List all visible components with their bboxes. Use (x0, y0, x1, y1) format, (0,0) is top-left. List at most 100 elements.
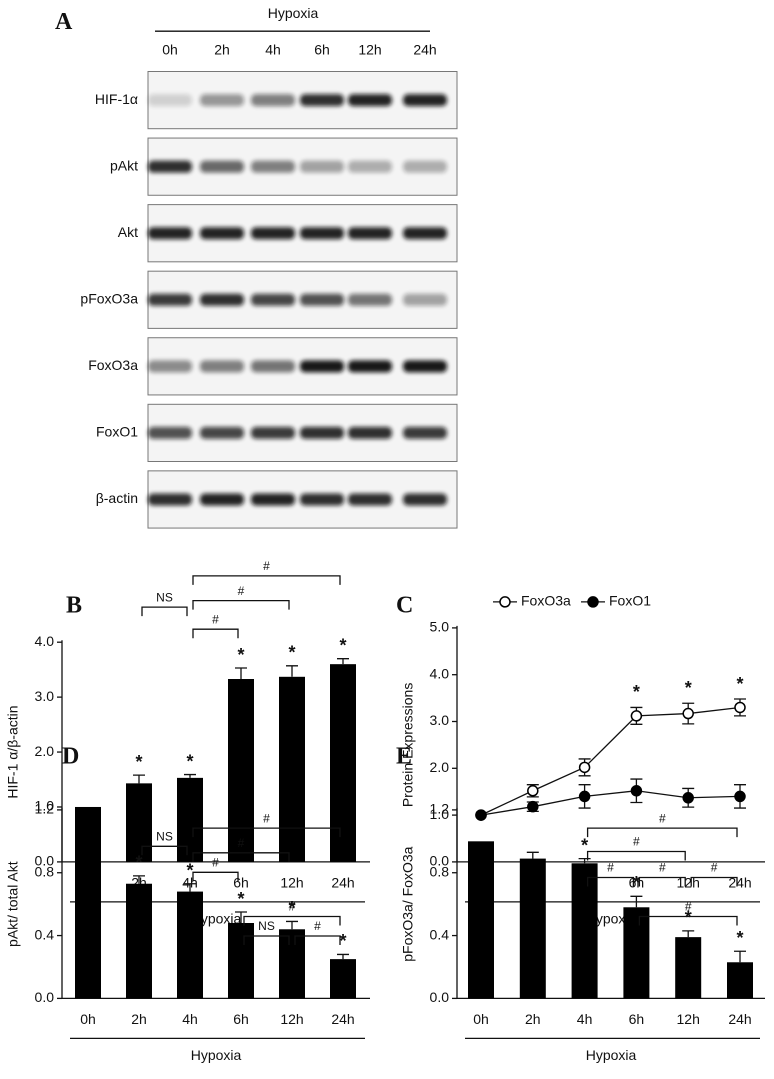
bracket-label: # (212, 612, 219, 626)
x-tick-label: 24h (331, 1011, 354, 1027)
point (630, 785, 643, 797)
bar (571, 863, 598, 999)
x-tick-label: 4h (182, 1011, 198, 1027)
legend-label: FoxO1 (609, 593, 651, 609)
error-bar (184, 773, 196, 778)
bracket (192, 628, 239, 639)
y-axis-label: pAkt/ total Akt (5, 861, 21, 947)
error-bar (133, 774, 145, 784)
error-bar (133, 875, 145, 884)
bracket-label: NS (258, 919, 275, 933)
band (348, 426, 392, 439)
band (148, 94, 192, 107)
x-tick-label: 0h (80, 1011, 96, 1027)
y-tick-label: 3.0 (35, 688, 55, 704)
y-tick-label: 0.4 (35, 926, 55, 942)
y-tick-label: 4.0 (430, 665, 450, 681)
panel-label: E (396, 743, 412, 769)
y-tick-label: 1.2 (430, 801, 450, 817)
band (200, 160, 244, 173)
significance-marker: * (685, 678, 692, 698)
x-axis-label: Hypoxia (586, 1047, 637, 1063)
point (578, 790, 591, 803)
point (527, 800, 539, 813)
y-axis-label: HIF-1 α/β-actin (5, 705, 21, 798)
row-label: pAkt (110, 157, 138, 173)
error-bar (286, 920, 298, 930)
error-bar (682, 930, 695, 938)
y-tick-label: 0.0 (35, 989, 55, 1005)
band (148, 227, 192, 240)
row-label: β-actin (96, 490, 138, 506)
significance-marker: * (237, 889, 244, 909)
x-tick-label: 4h (182, 875, 198, 891)
band (403, 493, 447, 506)
y-tick-label: 0.0 (430, 853, 450, 869)
series-line (480, 706, 741, 816)
y-tick-label: 0.4 (430, 926, 450, 942)
bracket-label: # (659, 861, 666, 875)
point (527, 785, 539, 797)
band (148, 360, 192, 373)
point (578, 761, 591, 774)
band (148, 493, 192, 506)
significance-marker: * (633, 682, 640, 702)
bracket (141, 845, 188, 856)
row-label: Akt (118, 224, 138, 240)
error-bar (526, 851, 539, 859)
band (148, 160, 192, 173)
bar (727, 962, 753, 999)
bar (468, 841, 494, 999)
band (251, 360, 295, 373)
x-tick-label: 24h (728, 875, 751, 891)
point (734, 701, 746, 714)
band (348, 160, 392, 173)
significance-marker: * (633, 873, 640, 893)
bar (228, 678, 254, 862)
x-tick-label: 6h (233, 1011, 249, 1027)
bar (177, 777, 203, 862)
bar (519, 858, 546, 999)
x-tick-label: 24h (331, 875, 354, 891)
significance-marker: * (581, 835, 588, 855)
lane-label: 2h (214, 41, 230, 57)
band (300, 227, 344, 240)
band (148, 426, 192, 439)
bracket-label: NS (156, 590, 173, 604)
x-tick-label: 6h (233, 875, 249, 891)
bracket (192, 852, 290, 862)
x-tick-label: 6h (629, 1011, 645, 1027)
bracket-label: # (607, 861, 614, 875)
bar (126, 783, 152, 862)
significance-marker: * (736, 674, 743, 694)
bracket (141, 606, 188, 617)
bar (675, 937, 702, 999)
y-tick-label: 1.0 (35, 798, 55, 814)
lane-label: 6h (314, 41, 330, 57)
error-bar (184, 883, 196, 892)
blot-header: Hypoxia (268, 5, 319, 21)
band (200, 360, 244, 373)
band (251, 227, 295, 240)
band (200, 493, 244, 506)
x-tick-label: 12h (280, 875, 303, 891)
bar (75, 841, 101, 999)
bracket (192, 827, 341, 838)
y-tick-label: 1.2 (35, 801, 55, 817)
row-label: FoxO3a (88, 357, 138, 373)
bar (279, 929, 305, 999)
point (682, 707, 694, 720)
error-bar (235, 667, 247, 679)
bar (228, 923, 254, 999)
band (348, 360, 392, 373)
error-bar (286, 665, 298, 677)
panel-label: C (396, 593, 413, 619)
x-tick-label: 24h (728, 1011, 751, 1027)
bracket (586, 827, 738, 838)
point (630, 710, 643, 722)
bar (623, 907, 650, 999)
band (251, 94, 295, 107)
bracket-label: # (633, 835, 640, 849)
error-bar (630, 895, 643, 908)
